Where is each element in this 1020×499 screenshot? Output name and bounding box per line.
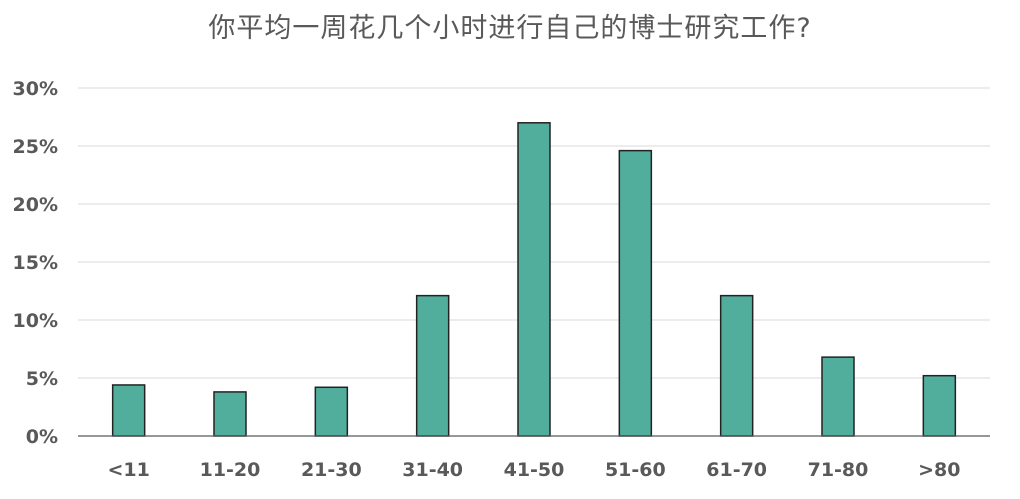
x-tick-label: 71-80 bbox=[808, 459, 869, 481]
y-axis-ticks: 0% 5% 10% 15% 20% 25% 30% bbox=[13, 78, 58, 448]
bar-2 bbox=[314, 386, 349, 437]
chart-title: 你平均一周花几个小时进行自己的博士研究工作? bbox=[208, 13, 812, 44]
x-axis-ticks: <11 11-20 21-30 31-40 41-50 51-60 61-70 71-80 >8… bbox=[107, 459, 960, 481]
bar-0 bbox=[111, 384, 146, 437]
x-tick-label: >80 bbox=[918, 459, 960, 481]
x-tick-label: <11 bbox=[107, 459, 149, 481]
x-tick-label: 31-40 bbox=[402, 459, 463, 481]
x-tick-label: 61-70 bbox=[706, 459, 767, 481]
y-tick-label: 10% bbox=[13, 310, 58, 332]
x-tick-label: 41-50 bbox=[504, 459, 565, 481]
bar-1 bbox=[213, 391, 247, 437]
bar-7 bbox=[821, 356, 855, 437]
bar-5 bbox=[618, 149, 653, 437]
y-tick-label: 30% bbox=[13, 78, 58, 100]
bars bbox=[111, 122, 957, 437]
y-tick-label: 0% bbox=[26, 426, 58, 448]
y-tick-label: 20% bbox=[13, 194, 58, 216]
y-tick-label: 25% bbox=[13, 136, 58, 158]
x-tick-label: 11-20 bbox=[200, 459, 261, 481]
bar-8 bbox=[922, 374, 957, 437]
x-tick-label: 51-60 bbox=[605, 459, 666, 481]
bar-6 bbox=[719, 294, 754, 437]
y-tick-label: 5% bbox=[26, 368, 58, 390]
x-tick-label: 21-30 bbox=[301, 459, 362, 481]
y-tick-label: 15% bbox=[13, 252, 58, 274]
bar-3 bbox=[415, 294, 450, 437]
bar-4 bbox=[517, 122, 551, 437]
